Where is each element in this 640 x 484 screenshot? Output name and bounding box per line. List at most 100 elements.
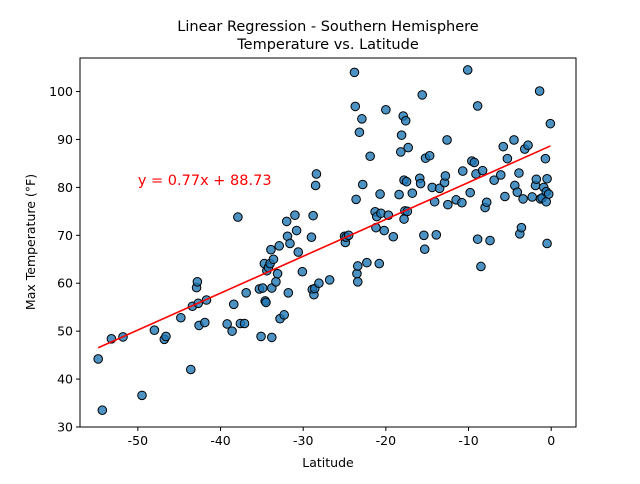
data-point xyxy=(310,180,321,191)
data-point xyxy=(527,192,537,202)
data-point xyxy=(256,331,266,342)
data-point xyxy=(518,194,528,204)
data-point xyxy=(401,176,412,187)
data-point xyxy=(233,212,243,222)
data-point xyxy=(375,189,385,199)
data-point xyxy=(502,153,513,164)
data-point xyxy=(498,141,509,152)
data-point xyxy=(283,288,294,298)
data-point xyxy=(97,405,108,416)
data-point xyxy=(443,199,453,210)
data-point xyxy=(314,278,324,289)
data-point xyxy=(241,288,251,298)
data-point xyxy=(542,173,552,184)
data-point xyxy=(297,266,308,277)
data-point xyxy=(192,277,203,287)
data-point xyxy=(324,275,335,285)
data-point xyxy=(271,277,281,287)
regression-equation: y = 0.77x + 88.73 xyxy=(138,173,272,189)
data-point xyxy=(442,135,452,145)
data-point xyxy=(228,299,239,310)
data-point xyxy=(542,238,552,249)
data-point xyxy=(200,317,210,328)
data-point xyxy=(290,210,300,220)
data-point xyxy=(293,247,304,257)
data-points xyxy=(93,65,556,416)
y-tick-label: 50 xyxy=(57,324,73,339)
data-point xyxy=(350,101,361,112)
data-point xyxy=(379,225,390,236)
data-point xyxy=(545,118,556,129)
data-point xyxy=(354,127,365,138)
x-tick-label: -30 xyxy=(293,433,313,448)
data-point xyxy=(534,86,545,96)
y-tick-label: 100 xyxy=(49,84,73,99)
data-point xyxy=(362,257,372,268)
data-point xyxy=(516,222,527,233)
data-point xyxy=(306,232,317,243)
data-point xyxy=(176,312,186,323)
data-point xyxy=(381,104,391,115)
y-axis-label: Max Temperature (°F) xyxy=(23,174,38,310)
data-point xyxy=(394,189,404,200)
data-point xyxy=(274,241,285,251)
x-tick-label: -40 xyxy=(210,433,230,448)
y-tick-label: 80 xyxy=(57,180,73,195)
data-point xyxy=(514,168,524,178)
data-point xyxy=(489,175,499,185)
data-point xyxy=(222,319,232,329)
data-point xyxy=(500,191,510,202)
data-point xyxy=(137,390,147,401)
x-axis-label: Latitude xyxy=(302,455,354,470)
y-tick-label: 60 xyxy=(57,276,73,291)
data-point xyxy=(351,194,361,205)
data-point xyxy=(257,283,268,293)
data-point xyxy=(472,234,483,244)
x-tick-label: -20 xyxy=(376,433,396,448)
data-point xyxy=(485,235,495,246)
data-point xyxy=(285,238,295,249)
data-point xyxy=(415,178,426,189)
data-point xyxy=(465,187,475,198)
data-point xyxy=(469,157,480,168)
y-tick-label: 30 xyxy=(57,420,73,435)
data-point xyxy=(395,147,406,157)
data-point xyxy=(266,332,277,343)
data-point xyxy=(419,244,430,255)
data-point xyxy=(311,169,322,179)
data-point xyxy=(279,310,289,320)
plot-frame xyxy=(79,57,577,428)
data-point xyxy=(531,174,542,185)
data-point xyxy=(272,268,283,279)
data-point xyxy=(495,170,506,180)
data-point xyxy=(400,115,411,126)
data-point xyxy=(540,153,551,164)
data-point xyxy=(477,165,488,176)
data-point xyxy=(266,244,276,255)
regression-line-group xyxy=(97,145,551,349)
data-point xyxy=(403,142,413,153)
data-point xyxy=(388,231,399,242)
data-point xyxy=(357,179,368,190)
data-point xyxy=(308,210,318,221)
data-point xyxy=(261,297,271,308)
x-tick-label: -50 xyxy=(128,433,148,448)
data-point xyxy=(419,230,429,241)
y-tick-label: 70 xyxy=(57,228,73,243)
y-tick-label: 90 xyxy=(57,132,73,147)
data-point xyxy=(185,364,196,375)
data-point xyxy=(509,135,519,145)
data-point xyxy=(481,197,492,208)
data-point xyxy=(462,65,473,75)
data-point xyxy=(357,114,367,124)
data-point xyxy=(352,261,363,271)
data-point xyxy=(431,230,442,240)
x-tick-label: -10 xyxy=(458,433,478,448)
data-point xyxy=(149,325,160,336)
data-point xyxy=(543,189,554,199)
data-point xyxy=(161,331,171,342)
data-point xyxy=(523,140,533,151)
chart-title-line-1: Linear Regression - Southern Hemisphere xyxy=(177,19,478,35)
data-point xyxy=(352,277,363,287)
